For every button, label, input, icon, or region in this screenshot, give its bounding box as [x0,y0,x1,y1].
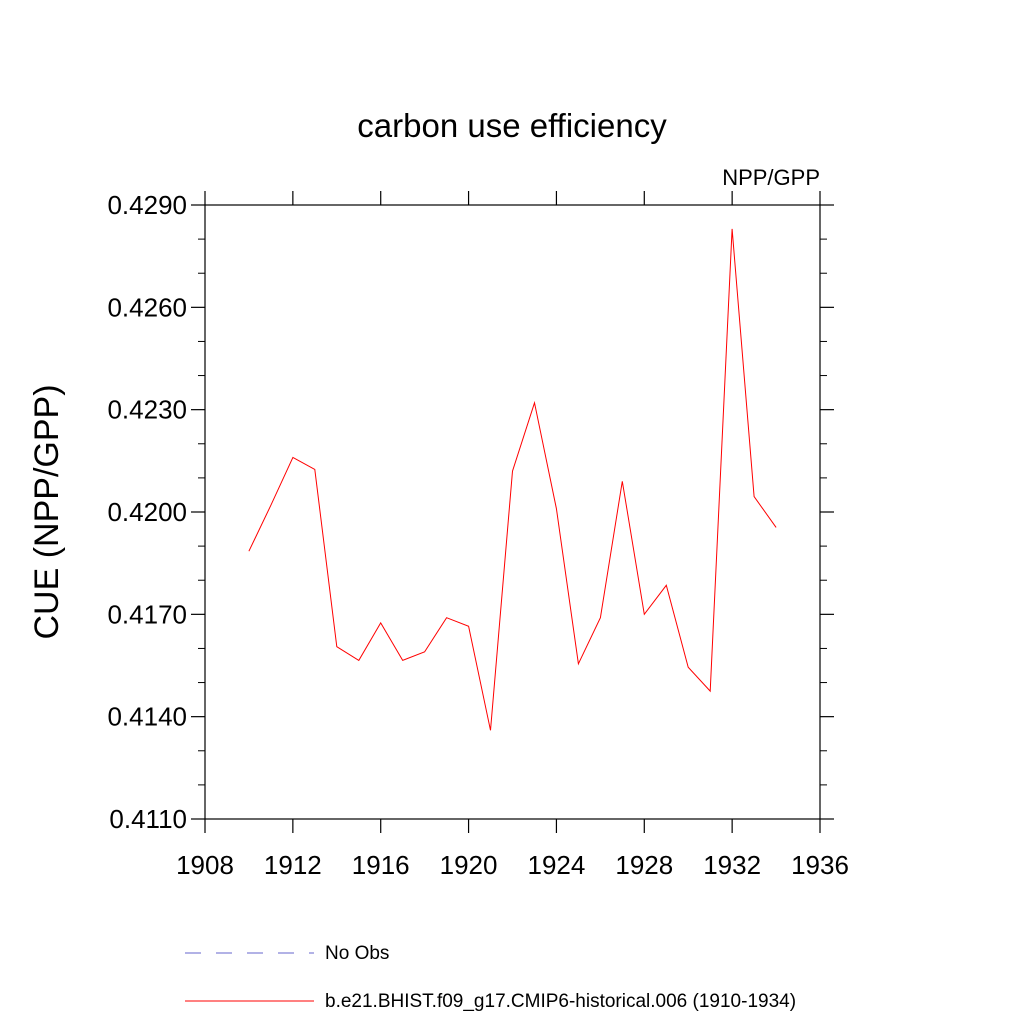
x-tick-label: 1928 [615,850,673,880]
series-layer [248,228,777,731]
chart-title: carbon use efficiency [357,107,667,144]
x-tick-label: 1908 [176,850,234,880]
legend-label-historical: b.e21.BHIST.f09_g17.CMIP6-historical.006… [325,991,796,1012]
x-tick-label: 1932 [703,850,761,880]
y-axis-label: CUE (NPP/GPP) [28,384,66,639]
legend-label-no-obs: No Obs [325,943,389,964]
x-tick-label: 1936 [791,850,849,880]
plot-frame [204,204,821,820]
y-tick-label: 0.4140 [107,702,187,732]
y-tick-label: 0.4170 [107,599,187,629]
legend: No Obs b.e21.BHIST.f09_g17.CMIP6-histori… [185,943,796,1012]
x-tick-label: 1912 [264,850,322,880]
x-tick-label: 1920 [440,850,498,880]
y-axis-ticks: 0.4110 0.4140 0.4170 0.4200 0.4230 0.4260 0.42… [107,190,834,834]
y-tick-label: 0.4260 [107,292,187,322]
y-tick-label: 0.4200 [107,497,187,527]
x-axis-ticks: 1908 1912 1916 1920 1924 1928 1932 1936 [176,191,849,880]
y-tick-label: 0.4230 [107,395,187,425]
chart-subtitle: NPP/GPP [722,165,820,190]
series-line-1 [248,228,777,731]
x-tick-label: 1924 [528,850,586,880]
y-tick-label: 0.4290 [107,190,187,220]
x-tick-label: 1916 [352,850,410,880]
y-tick-label: 0.4110 [109,804,187,834]
